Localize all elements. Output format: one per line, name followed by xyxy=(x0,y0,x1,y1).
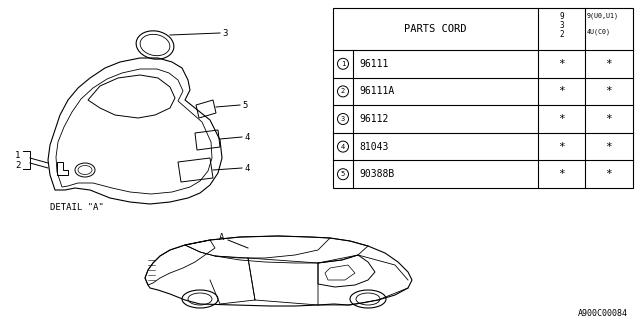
Text: 4U(C0): 4U(C0) xyxy=(587,28,611,35)
Text: 2: 2 xyxy=(15,161,20,170)
Text: DETAIL "A": DETAIL "A" xyxy=(50,204,104,212)
Text: 81043: 81043 xyxy=(359,142,388,152)
Text: *: * xyxy=(558,142,565,152)
Text: *: * xyxy=(558,59,565,69)
Text: 1: 1 xyxy=(15,150,20,159)
Text: 4: 4 xyxy=(341,144,345,150)
Text: 3: 3 xyxy=(341,116,345,122)
Text: 3: 3 xyxy=(222,28,227,37)
Text: 96111A: 96111A xyxy=(359,86,394,96)
Text: PARTS CORD: PARTS CORD xyxy=(404,24,467,34)
Text: 5: 5 xyxy=(341,171,345,177)
Text: *: * xyxy=(558,86,565,96)
Text: *: * xyxy=(605,59,612,69)
Text: 96111: 96111 xyxy=(359,59,388,69)
Bar xyxy=(333,8,633,188)
Text: 9: 9 xyxy=(559,12,564,21)
Text: *: * xyxy=(605,86,612,96)
Text: 5: 5 xyxy=(242,100,248,109)
Text: 2: 2 xyxy=(341,88,345,94)
Text: *: * xyxy=(605,142,612,152)
Text: 4: 4 xyxy=(244,164,250,172)
Text: 9(U0,U1): 9(U0,U1) xyxy=(587,12,619,19)
Text: *: * xyxy=(558,114,565,124)
Text: 3: 3 xyxy=(559,21,564,30)
Text: *: * xyxy=(558,169,565,179)
Text: 96112: 96112 xyxy=(359,114,388,124)
Text: 1: 1 xyxy=(341,61,345,67)
Text: *: * xyxy=(605,169,612,179)
Text: 4: 4 xyxy=(244,132,250,141)
Text: *: * xyxy=(605,114,612,124)
Text: A900C00084: A900C00084 xyxy=(578,308,628,317)
Text: 2: 2 xyxy=(559,30,564,39)
Text: 90388B: 90388B xyxy=(359,169,394,179)
Text: A: A xyxy=(220,234,225,243)
